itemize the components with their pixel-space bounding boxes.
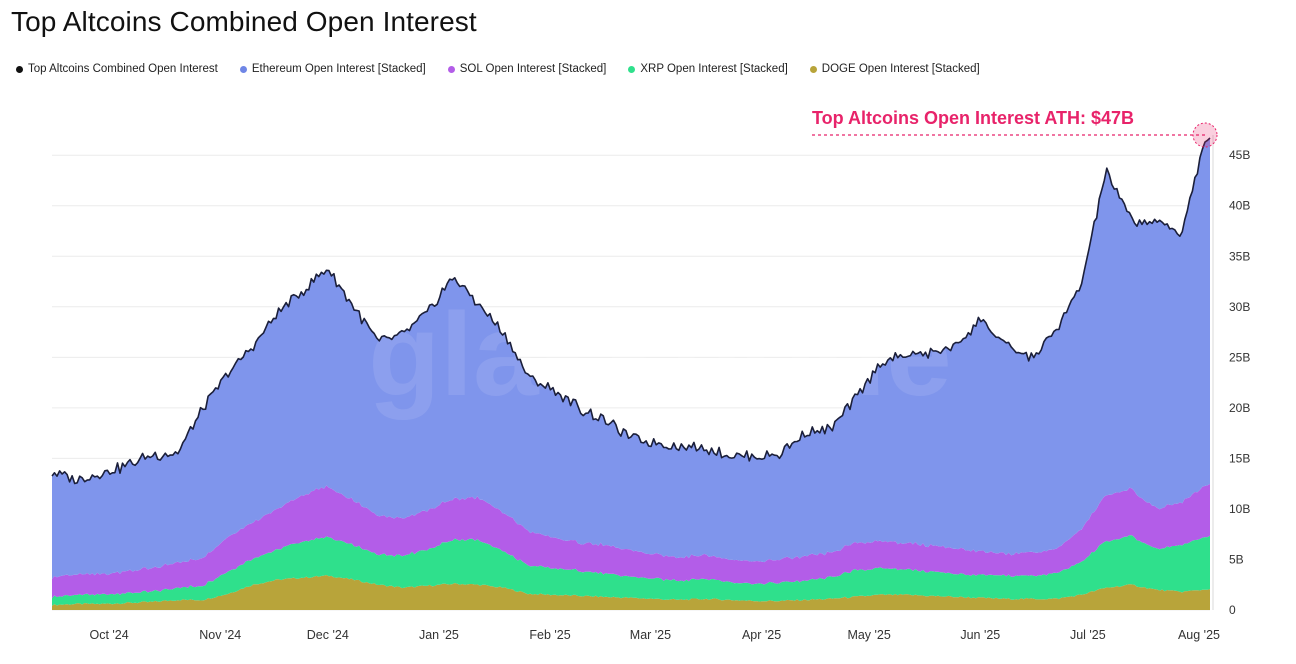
y-tick-label: 0 <box>1229 603 1236 617</box>
x-tick-label: Oct '24 <box>89 628 128 642</box>
stacked-areas <box>52 138 1210 610</box>
ath-label: Top Altcoins Open Interest ATH: $47B <box>812 108 1134 128</box>
x-tick-label: Feb '25 <box>529 628 570 642</box>
y-tick-label: 45B <box>1229 148 1250 162</box>
x-tick-label: Aug '25 <box>1178 628 1220 642</box>
sol-area <box>52 483 1210 599</box>
legend-label-eth: Ethereum Open Interest [Stacked] <box>251 63 426 75</box>
ath-marker-circle <box>1192 122 1218 148</box>
legend-item-eth[interactable]: Ethereum Open Interest [Stacked] <box>239 63 426 75</box>
x-tick-label: Jun '25 <box>960 628 1000 642</box>
x-tick-label: May '25 <box>847 628 890 642</box>
legend-item-total[interactable]: Top Altcoins Combined Open Interest <box>16 63 218 75</box>
legend-label-sol: SOL Open Interest [Stacked] <box>459 63 607 75</box>
legend-dot-total <box>16 65 23 73</box>
legend-item-sol[interactable]: SOL Open Interest [Stacked] <box>447 63 607 75</box>
legend-dot-sol <box>447 65 455 73</box>
y-tick-label: 15B <box>1229 451 1250 465</box>
doge-area <box>52 575 1210 610</box>
y-axis: 0 5B 10B 15B 20B 25B 30B 35B 40B 45B <box>1212 135 1250 617</box>
y-tick-label: 25B <box>1229 350 1250 364</box>
legend-label-xrp: XRP Open Interest [Stacked] <box>640 63 788 75</box>
y-tick-label: 40B <box>1229 199 1250 213</box>
legend-dot-doge <box>809 65 817 73</box>
legend-dot-eth <box>239 65 247 73</box>
x-tick-label: Nov '24 <box>199 628 241 642</box>
legend-item-doge[interactable]: DOGE Open Interest [Stacked] <box>809 63 980 75</box>
eth-area <box>52 138 1210 579</box>
legend: Top Altcoins Combined Open Interest Ethe… <box>16 63 1002 75</box>
y-tick-label: 35B <box>1229 249 1250 263</box>
y-tick-label: 20B <box>1229 401 1250 415</box>
xrp-area <box>52 535 1210 606</box>
y-tick-label: 10B <box>1229 502 1250 516</box>
chart-title: Top Altcoins Combined Open Interest <box>11 6 477 37</box>
x-tick-label: Jan '25 <box>419 628 459 642</box>
x-tick-label: Apr '25 <box>742 628 781 642</box>
ath-annotation: Top Altcoins Open Interest ATH: $47B <box>812 108 1218 148</box>
x-tick-label: Dec '24 <box>307 628 349 642</box>
x-tick-label: Jul '25 <box>1070 628 1106 642</box>
x-axis: Oct '24 Nov '24 Dec '24 Jan '25 Feb '25 Mar '… <box>89 628 1220 642</box>
legend-item-xrp[interactable]: XRP Open Interest [Stacked] <box>628 63 788 75</box>
y-tick-label: 30B <box>1229 300 1250 314</box>
watermark: glassnode <box>368 289 952 421</box>
x-tick-label: Mar '25 <box>630 628 671 642</box>
y-tick-label: 5B <box>1229 552 1244 566</box>
legend-dot-xrp <box>628 65 636 73</box>
legend-label-doge: DOGE Open Interest [Stacked] <box>821 63 980 75</box>
legend-label-total: Top Altcoins Combined Open Interest <box>28 63 218 75</box>
total-line-group <box>51 137 1211 485</box>
total-open-interest-line <box>51 137 1211 485</box>
